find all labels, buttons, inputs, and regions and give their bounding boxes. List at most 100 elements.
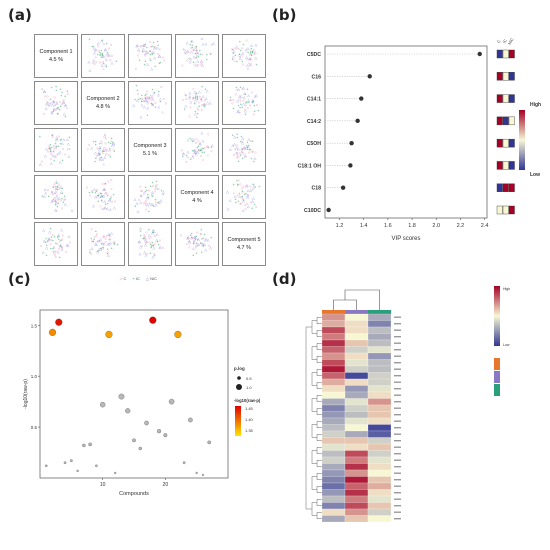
scatter-point: △ xyxy=(99,156,103,160)
scatter-point: ○ xyxy=(187,236,189,240)
scatter-point: + xyxy=(141,50,143,54)
scatter-point: △ xyxy=(48,102,52,106)
row-label-mark xyxy=(394,433,401,435)
scatter-point: + xyxy=(148,228,150,232)
scatter-point: △ xyxy=(96,194,100,198)
scatter-point: ○ xyxy=(239,99,241,103)
dendro-branch xyxy=(316,434,322,441)
scatter-point: △ xyxy=(145,253,149,257)
scatter-point: ○ xyxy=(238,178,240,182)
panel-label-c: (c) xyxy=(8,270,31,288)
scatter-point: + xyxy=(148,210,150,214)
scatter-point: ○ xyxy=(110,139,112,143)
scatter-point: ○ xyxy=(197,149,199,153)
vip-point xyxy=(367,74,372,79)
scatter-point: ○ xyxy=(62,233,64,237)
heatmap-cell xyxy=(344,346,369,354)
scatter-point: △ xyxy=(156,46,160,50)
scatter-point: + xyxy=(196,96,198,100)
scatter-point: ○ xyxy=(199,95,201,99)
heatmap-cell xyxy=(344,352,369,360)
scatter-point: ○ xyxy=(53,196,55,200)
heatmap-cell xyxy=(367,411,392,419)
scatter-point: △ xyxy=(108,242,112,246)
scatter-point: △ xyxy=(197,237,201,241)
scatter-point: + xyxy=(50,227,52,231)
scatter-point: + xyxy=(49,147,51,151)
scatter-point: + xyxy=(196,146,198,150)
heat-square xyxy=(496,138,503,148)
scatter-point: △ xyxy=(152,255,156,259)
scatter-point: △ xyxy=(195,63,199,67)
scatter-cell-plot: ○+△○+△○+△○+△○+△○+△○+△○+△○+△○+△○+△○+△○+△○… xyxy=(138,226,164,259)
scatter-point: △ xyxy=(108,198,112,202)
scatter-point: + xyxy=(154,105,156,109)
scatter-point: △ xyxy=(105,53,109,57)
scatter-cell: ○ + △ ○ + △ ○ + △ ○ + △ ○ + △ ○ + △ ○ + △ ○ + △ ○ + △ ○ + △ ○ + △ ○ + △ ○ + △ ○… xyxy=(222,34,266,78)
heatmap-cell xyxy=(367,398,392,406)
diagonal-cell-1: Component 1 4.5 % xyxy=(34,34,78,78)
scatter-point: △ xyxy=(184,49,188,53)
scatter-point: △ xyxy=(194,112,198,116)
scatter-point: ○ xyxy=(182,98,184,102)
bubble-point xyxy=(168,398,175,405)
scatter-point: △ xyxy=(54,108,58,112)
scatter-point: + xyxy=(54,200,56,204)
scatter-cell-plot: ○+△○+△○+△○+△○+△○+△○+△○+△○+△○+△○+△○+△○+△○… xyxy=(229,133,258,164)
scatter-point: ○ xyxy=(229,99,231,103)
bubble-point xyxy=(182,461,186,465)
scatter-point: ○ xyxy=(239,151,241,155)
heatmap-cell xyxy=(367,352,392,360)
scatter-point: + xyxy=(192,149,194,153)
scatter-point: △ xyxy=(254,156,258,160)
dendro-branch xyxy=(311,476,317,490)
scatter-point: + xyxy=(99,50,101,54)
diagonal-cell-3: Component 3 5.1 % xyxy=(128,128,172,172)
heatmap-cell xyxy=(344,398,369,406)
dendro-branch xyxy=(316,460,322,467)
scatter-point: + xyxy=(154,254,156,258)
scatter-point: △ xyxy=(52,198,56,202)
scatter-point: + xyxy=(52,109,54,113)
bubble-point xyxy=(114,471,117,474)
heatmap-cell xyxy=(344,495,369,503)
scatter-point: △ xyxy=(92,204,96,208)
scatter-point: + xyxy=(56,145,58,149)
scatter-point: + xyxy=(201,151,203,155)
scatter-point: △ xyxy=(243,95,247,99)
row-label-mark xyxy=(394,505,401,507)
scatter-point: △ xyxy=(154,45,158,49)
scatter-point: △ xyxy=(142,43,146,47)
scatter-point: ○ xyxy=(200,97,202,101)
scatter-point: + xyxy=(153,41,155,45)
scatter-point: ○ xyxy=(143,236,145,240)
color-legend-bar xyxy=(235,406,241,436)
scatter-point: + xyxy=(199,49,201,53)
scatter-point: + xyxy=(101,199,103,203)
scatter-cell: ○ + △ ○ + △ ○ + △ ○ + △ ○ + △ ○ + △ ○ + △ ○ + △ ○ + △ ○ + △ ○ + △ ○ + △ ○ + △ ○… xyxy=(128,34,172,78)
scatter-point: △ xyxy=(42,229,46,233)
scatter-point: △ xyxy=(67,142,71,146)
scatter-point: + xyxy=(57,145,59,149)
scatter-point: + xyxy=(197,98,199,102)
scatter-point: + xyxy=(59,88,61,92)
scatter-point: + xyxy=(196,115,198,119)
scatter-point: ○ xyxy=(144,54,146,58)
category-label: C5DC xyxy=(307,52,321,58)
x-tick-label: 2.0 xyxy=(432,223,440,229)
dendro-branch xyxy=(311,424,317,438)
heatmap-cell xyxy=(367,417,392,425)
scatter-cell-plot: ○+△○+△○+△○+△○+△○+△○+△○+△○+△○+△○+△○+△○+△○… xyxy=(41,180,74,213)
heatmap-cell xyxy=(367,359,392,367)
scatter-point: + xyxy=(150,246,152,250)
bubble-plot-panel: 10 20 0.5 1.0 1.5 Compounds -log10(raw-p) p.log… xyxy=(18,300,268,505)
scatter-point: + xyxy=(56,181,58,185)
scatter-point: ○ xyxy=(142,49,144,53)
scatter-point: △ xyxy=(109,241,113,245)
scatter-point: + xyxy=(99,195,101,199)
scatter-point: + xyxy=(251,101,253,105)
legend: ○ C + IC △ NIC xyxy=(120,276,163,281)
scatter-point: + xyxy=(152,228,154,232)
heatmap-cell xyxy=(321,372,346,380)
scatter-point: + xyxy=(139,59,141,63)
